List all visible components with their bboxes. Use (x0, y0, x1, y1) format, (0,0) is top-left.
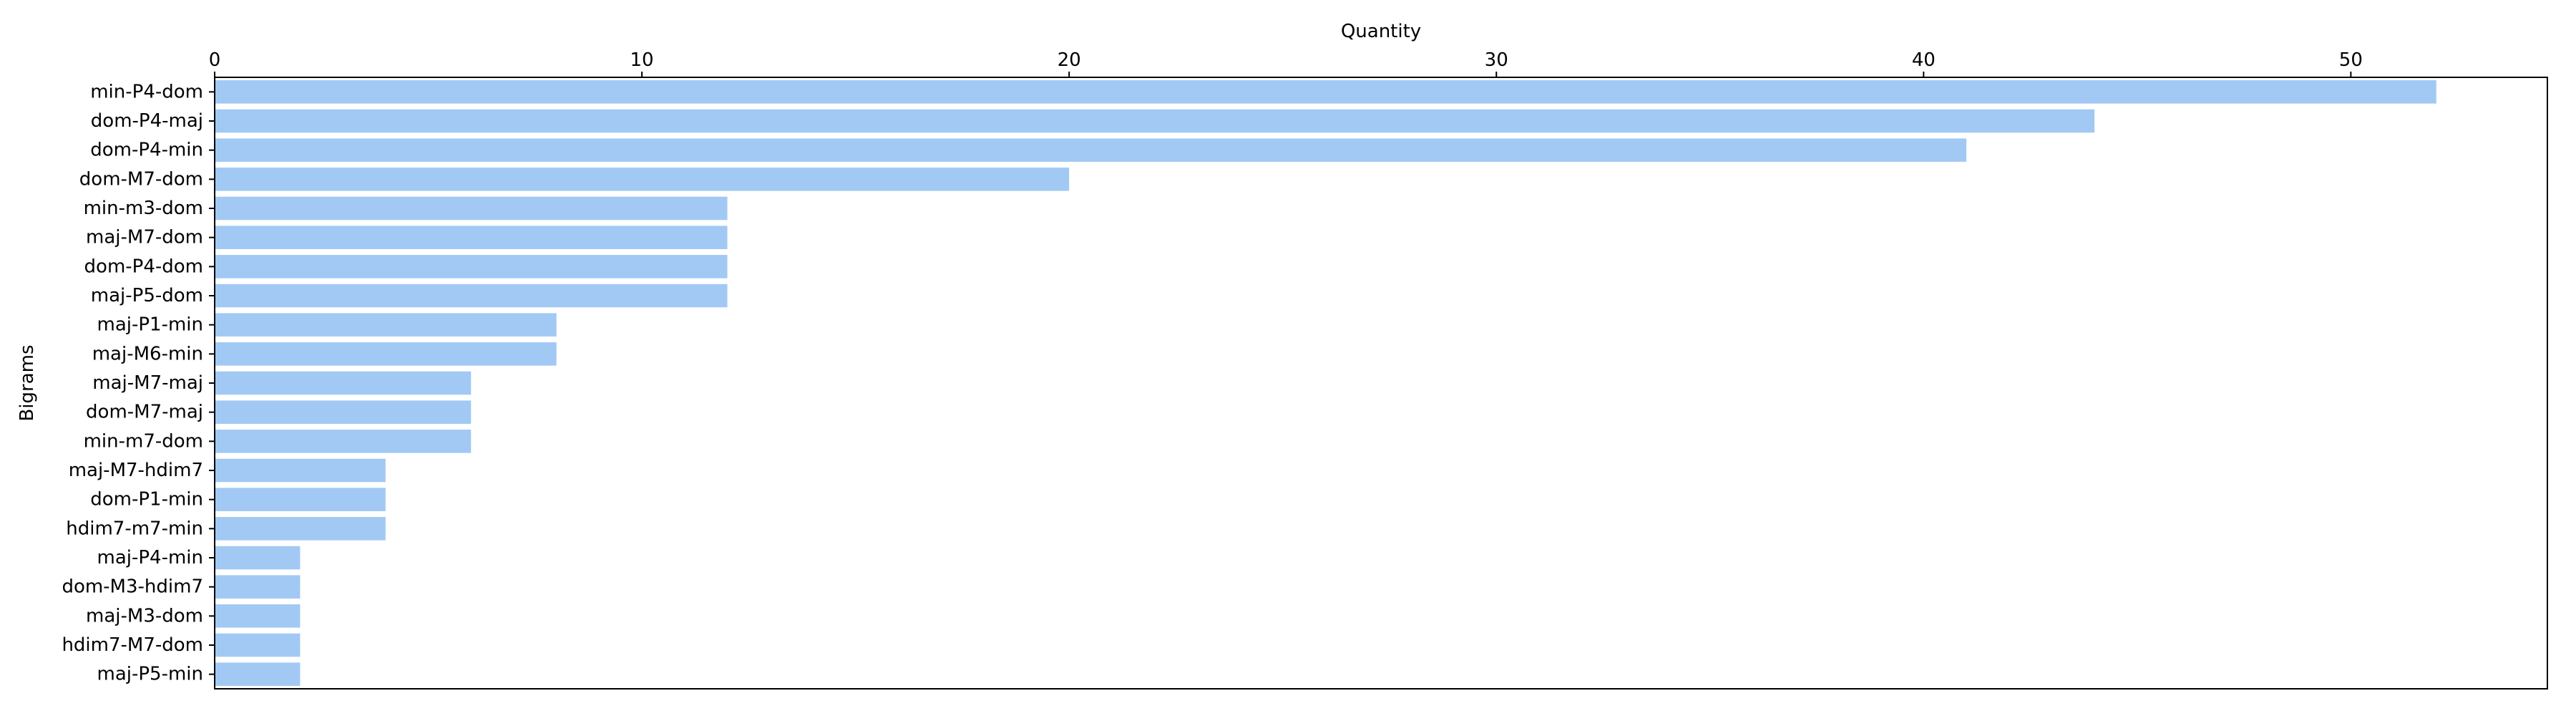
bar (215, 196, 728, 221)
bar (215, 488, 386, 511)
y-tick-label: dom-P4-maj (91, 110, 203, 132)
x-tick-label: 0 (209, 49, 221, 71)
bar (215, 226, 728, 249)
y-tick-label: min-m7-dom (84, 430, 203, 452)
y-tick-label: maj-M7-dom (86, 227, 203, 248)
bar (215, 313, 557, 337)
x-tick-label: 40 (1912, 49, 1936, 71)
plot-frame (214, 77, 2548, 690)
y-tick-label: dom-M7-dom (79, 168, 203, 190)
y-tick-label: maj-P5-dom (91, 285, 203, 306)
bars-group (215, 80, 2436, 686)
y-tick-label: maj-M6-min (92, 343, 203, 364)
y-tick-label: min-m3-dom (84, 198, 203, 219)
y-tick-label: maj-P5-min (97, 664, 204, 685)
y-tick-label: dom-M7-maj (86, 402, 203, 423)
y-axis-ticks: min-P4-dom dom-P4-maj dom-P4-min dom-M7-dom… (62, 81, 215, 685)
bar (215, 430, 472, 453)
y-tick-label: maj-P1-min (97, 314, 204, 336)
bar (215, 458, 386, 483)
bar (215, 138, 1966, 162)
y-tick-label: hdim7-m7-min (66, 518, 203, 539)
y-tick-label: hdim7-M7-dom (62, 634, 203, 656)
bar (215, 575, 301, 599)
x-tick-label: 30 (1485, 49, 1508, 71)
x-axis-title: Quantity (1341, 21, 1421, 42)
y-tick-label: maj-P4-min (97, 547, 204, 569)
bar (215, 342, 557, 366)
y-tick-label: maj-M3-dom (86, 605, 203, 626)
x-axis-ticks: 0 10 20 30 40 50 (209, 49, 2363, 77)
y-tick-label: dom-P4-dom (84, 256, 203, 277)
x-tick-label: 10 (630, 49, 654, 71)
bar (215, 604, 301, 628)
bar (215, 400, 472, 424)
bar (215, 255, 728, 279)
y-tick-label: min-P4-dom (90, 81, 203, 102)
bar (215, 371, 472, 395)
x-tick-label: 20 (1058, 49, 1081, 71)
bar (215, 517, 386, 541)
y-tick-label: maj-M7-maj (92, 372, 203, 394)
bar (215, 546, 301, 570)
bar (215, 109, 2095, 133)
x-tick-label: 50 (2339, 49, 2363, 71)
bar (215, 80, 2436, 104)
bar (215, 168, 1070, 191)
bar (215, 662, 301, 686)
y-axis-title: Bigrams (16, 344, 38, 421)
bar (215, 284, 728, 308)
y-tick-label: dom-P4-min (90, 140, 203, 161)
y-tick-label: dom-M3-hdim7 (62, 576, 203, 598)
bar (215, 633, 301, 657)
y-tick-label: dom-P1-min (90, 489, 203, 511)
y-tick-label: maj-M7-hdim7 (69, 460, 203, 481)
